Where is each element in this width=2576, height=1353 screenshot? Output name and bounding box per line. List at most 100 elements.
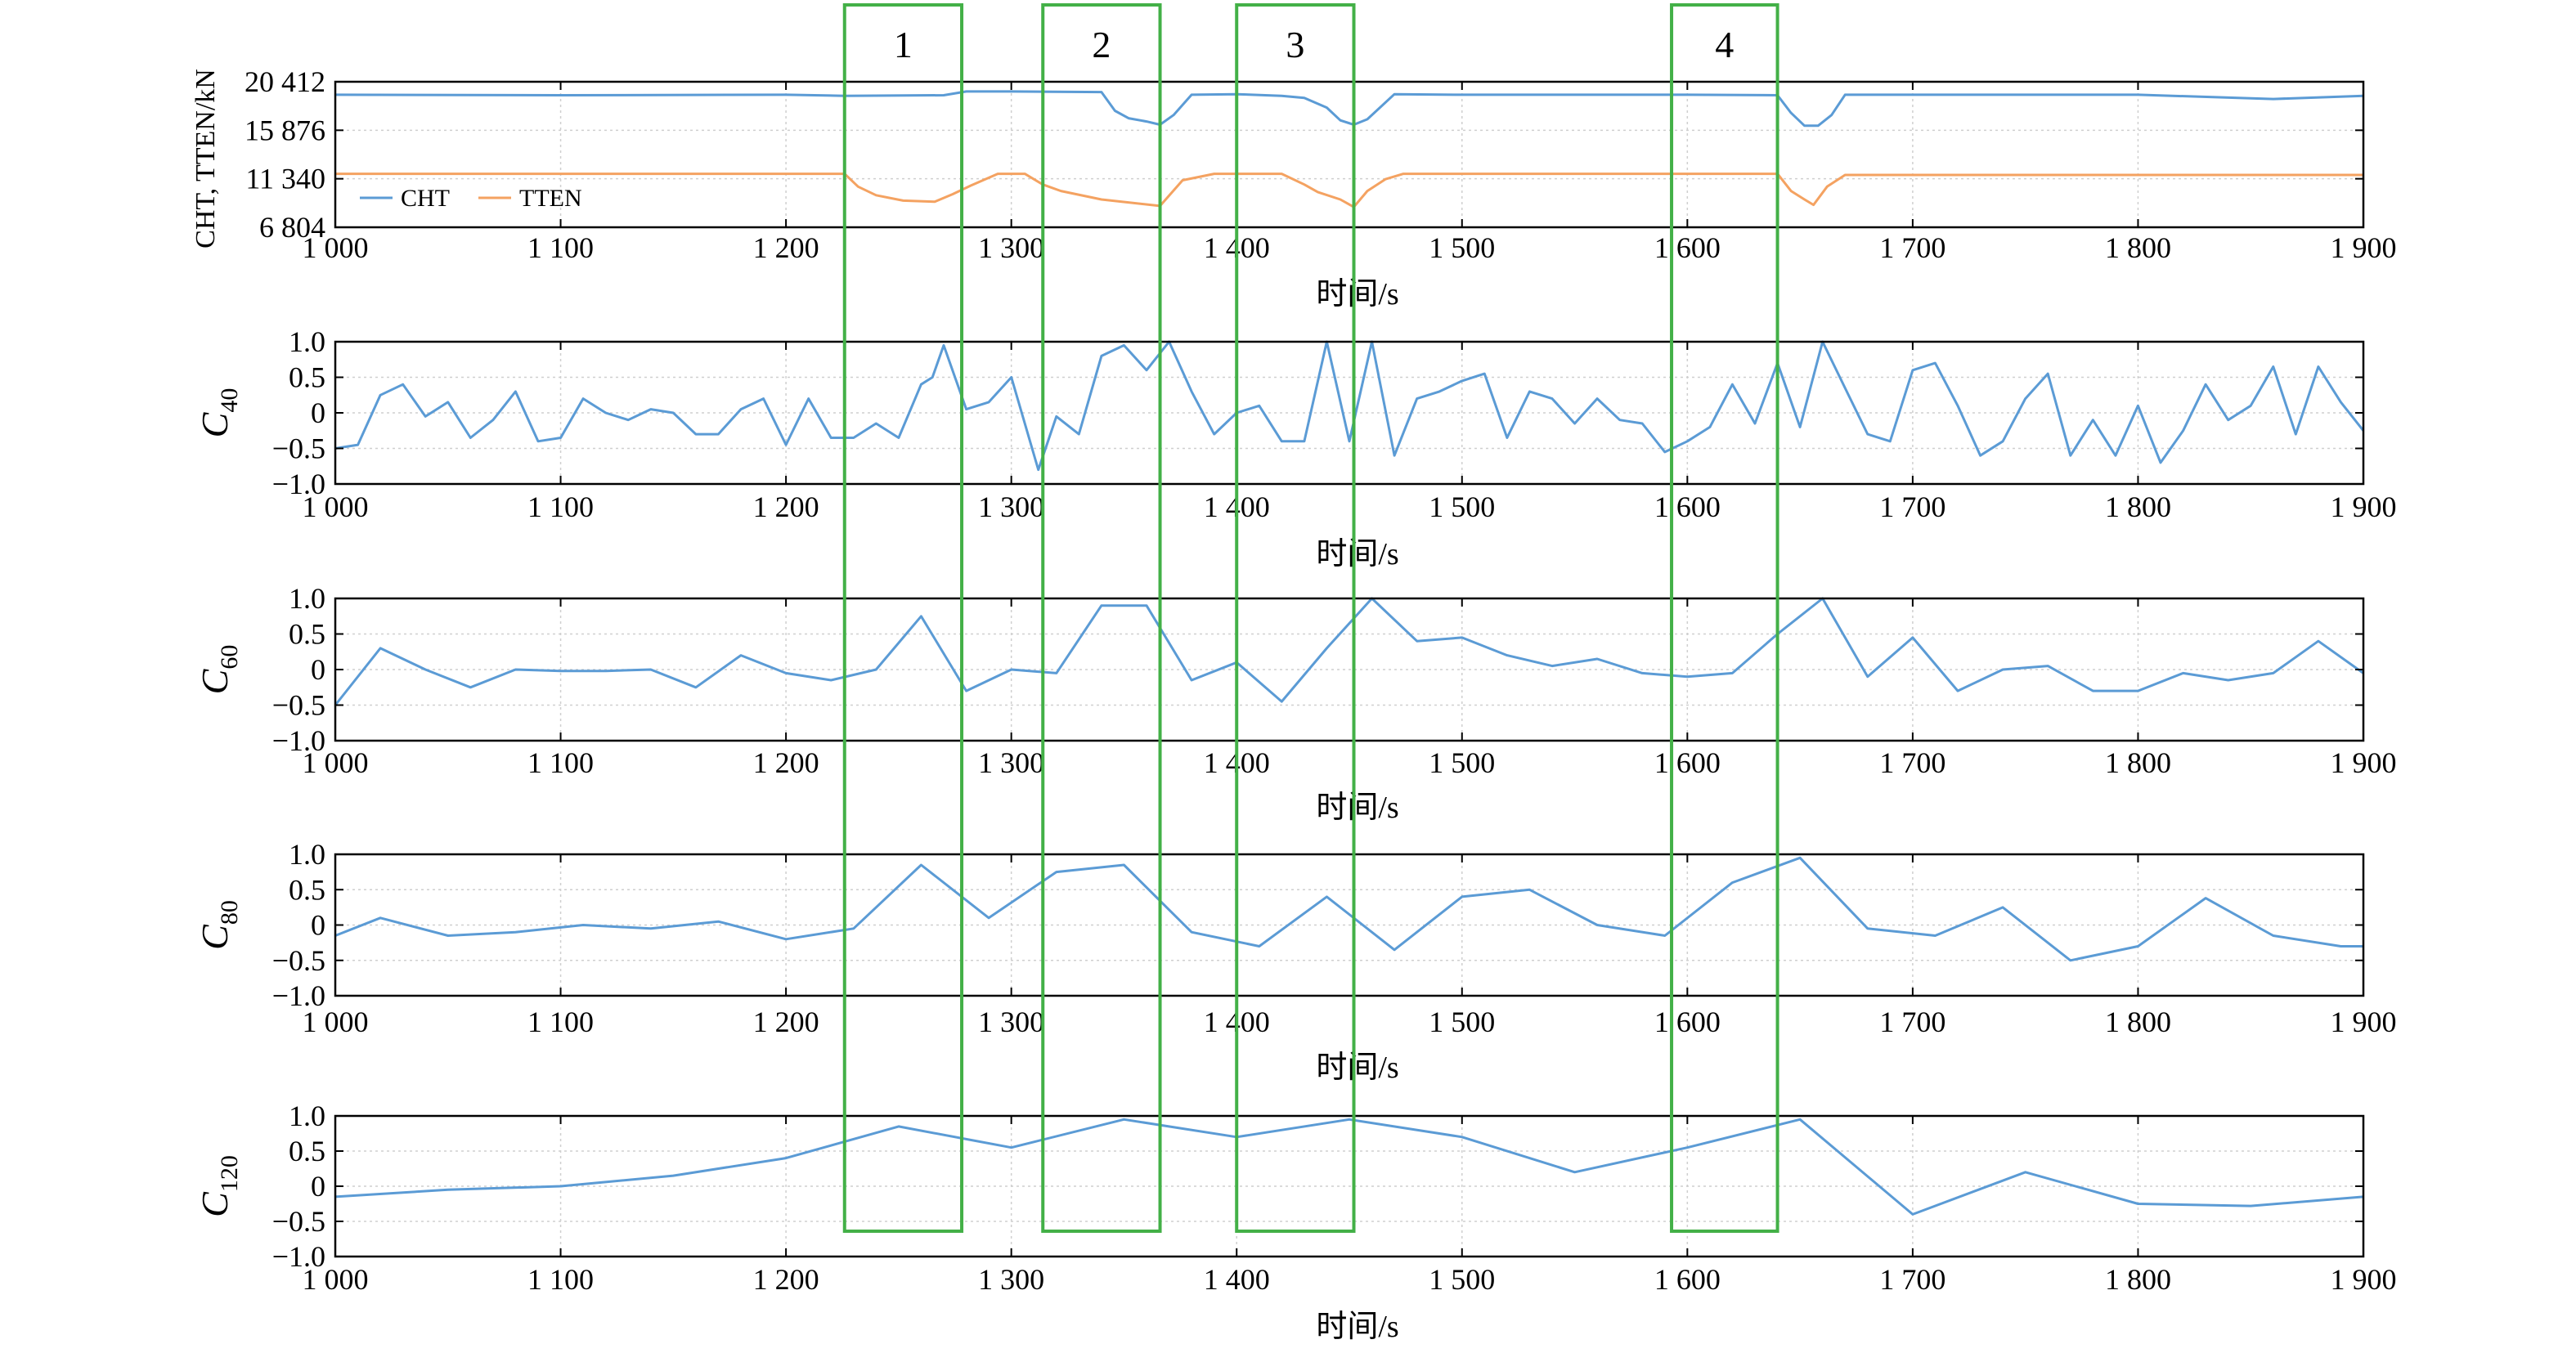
- x-tick-label: 1 100: [527, 746, 594, 779]
- x-tick-label: 1 500: [1429, 1006, 1495, 1038]
- box-outline: [1041, 3, 1162, 1233]
- y-tick-label: 1.0: [289, 1100, 325, 1132]
- x-tick-label: 1 000: [303, 491, 369, 523]
- y-axis-label: CHT, TTEN/kN: [191, 69, 221, 249]
- x-axis-label: 时间/s: [1316, 791, 1398, 825]
- x-tick-label: 1 800: [2105, 1006, 2171, 1038]
- x-tick-label: 1 100: [527, 1263, 594, 1296]
- x-tick-label: 1 600: [1654, 746, 1721, 779]
- series-line-c4: [334, 1118, 2364, 1216]
- y-tick-label: −0.5: [272, 689, 325, 722]
- x-tick-label: 1 000: [303, 231, 369, 264]
- y-tick-label: 0.5: [289, 1135, 325, 1167]
- x-tick-label: 1 500: [1429, 231, 1495, 264]
- y-tick-label: 1.0: [289, 582, 325, 615]
- y-axis-label-sub: 40: [216, 388, 243, 413]
- x-tick-label: 1 800: [2105, 491, 2171, 523]
- y-tick-label: 0: [311, 653, 325, 686]
- x-tick-label: 1 700: [1879, 1263, 1945, 1296]
- x-tick-label: 1 600: [1654, 491, 1721, 523]
- legend-label-cht: CHT: [401, 185, 450, 212]
- series-line-tten: [335, 172, 2363, 208]
- legend: CHT TTEN: [360, 185, 582, 212]
- x-tick-label: 1 300: [978, 1006, 1044, 1038]
- highlight-box-2: 2: [1041, 3, 1162, 1233]
- box-label: 4: [1715, 24, 1734, 65]
- x-tick-label: 1 000: [303, 1263, 369, 1296]
- x-tick-label: 1 200: [753, 1006, 819, 1038]
- series-line-cht: [334, 90, 2364, 128]
- x-tick-label: 1 000: [303, 746, 369, 779]
- y-tick-label: 6 804: [259, 211, 325, 244]
- y-tick-label: −0.5: [272, 944, 325, 977]
- axes-frame: [334, 80, 2365, 229]
- series-line-c3: [334, 856, 2363, 962]
- x-tick-label: 1 900: [2331, 746, 2397, 779]
- x-tick-label: 1 500: [1429, 746, 1495, 779]
- legend-label-tten: TTEN: [519, 185, 582, 212]
- panel-2: 1.00.50−0.5−1.01 000 1 100 1 200 1 300 1 400…: [194, 325, 2397, 571]
- highlight-box-3: 3: [1235, 3, 1356, 1233]
- x-tick-label: 1 000: [303, 1006, 369, 1038]
- x-tick-label: 1 200: [753, 1263, 819, 1296]
- y-tick-label: 0: [311, 909, 325, 942]
- x-tick-label: 1 700: [1879, 746, 1945, 779]
- x-tick-label: 1 600: [1654, 231, 1721, 264]
- series-line-c2: [334, 597, 2364, 706]
- x-tick-label: 1 700: [1879, 1006, 1945, 1038]
- y-tick-label: 0: [311, 396, 325, 429]
- y-tick-label: 0.5: [289, 361, 325, 394]
- y-tick-label: −0.5: [272, 1205, 325, 1238]
- x-tick-label: 1 600: [1654, 1006, 1721, 1038]
- x-tick-label: 1 300: [978, 746, 1044, 779]
- y-tick-label: 0: [311, 1170, 325, 1203]
- x-tick-label: 1 800: [2105, 231, 2171, 264]
- y-tick-label: 1.0: [289, 325, 325, 358]
- y-tick-label: −1.0: [272, 979, 325, 1012]
- y-tick-label: 0.5: [289, 618, 325, 651]
- y-tick-label: −1.0: [272, 724, 325, 757]
- x-tick-label: 1 300: [978, 491, 1044, 523]
- y-axis-label-main: C: [194, 1191, 236, 1217]
- x-tick-label: 1 800: [2105, 1263, 2171, 1296]
- y-tick-label: 20 412: [245, 65, 325, 98]
- x-axis-label: 时间/s: [1316, 537, 1398, 571]
- series-line-c1: [334, 340, 2365, 472]
- highlight-box-1: 1: [842, 3, 964, 1233]
- x-tick-label: 1 500: [1429, 1263, 1495, 1296]
- box-label: 2: [1092, 24, 1111, 65]
- y-axis-label-main: C: [194, 924, 236, 950]
- y-axis-label-sub: 120: [216, 1155, 243, 1192]
- y-tick-label: −1.0: [272, 1240, 325, 1273]
- box-label: 1: [894, 24, 913, 65]
- y-axis-label: C80: [194, 900, 243, 950]
- x-axis-label: 时间/s: [1316, 1051, 1398, 1085]
- y-tick-label: 11 340: [245, 163, 325, 195]
- box-outline: [842, 3, 964, 1233]
- y-tick-label: −0.5: [272, 432, 325, 465]
- y-axis-label: C60: [194, 645, 243, 695]
- x-tick-label: 1 200: [753, 231, 819, 264]
- y-axis-label: C40: [194, 388, 243, 438]
- panel-5: 1.00.50−0.5−1.01 000 1 100 1 200 1 300 1 400…: [194, 1100, 2397, 1344]
- x-tick-label: 1 400: [1204, 1263, 1270, 1296]
- highlight-box-4: 4: [1670, 3, 1779, 1233]
- box-outline: [1670, 3, 1779, 1233]
- x-tick-label: 1 800: [2105, 746, 2171, 779]
- x-tick-label: 1 500: [1429, 491, 1495, 523]
- x-tick-label: 1 600: [1654, 1263, 1721, 1296]
- x-tick-label: 1 700: [1879, 231, 1945, 264]
- x-tick-label: 1 700: [1879, 491, 1945, 523]
- box-outline: [1235, 3, 1356, 1233]
- y-tick-label: −1.0: [272, 468, 325, 500]
- y-tick-label: 15 876: [245, 114, 325, 146]
- x-axis-label: 时间/s: [1316, 1310, 1398, 1344]
- x-tick-label: 1 100: [527, 1006, 594, 1038]
- y-tick-label: 1.0: [289, 838, 325, 871]
- x-tick-label: 1 300: [978, 1263, 1044, 1296]
- panel-3: 1.00.50−0.5−1.01 000 1 100 1 200 1 300 1 400…: [194, 582, 2397, 825]
- highlight-boxes: 1 2 3 4: [842, 3, 1779, 1233]
